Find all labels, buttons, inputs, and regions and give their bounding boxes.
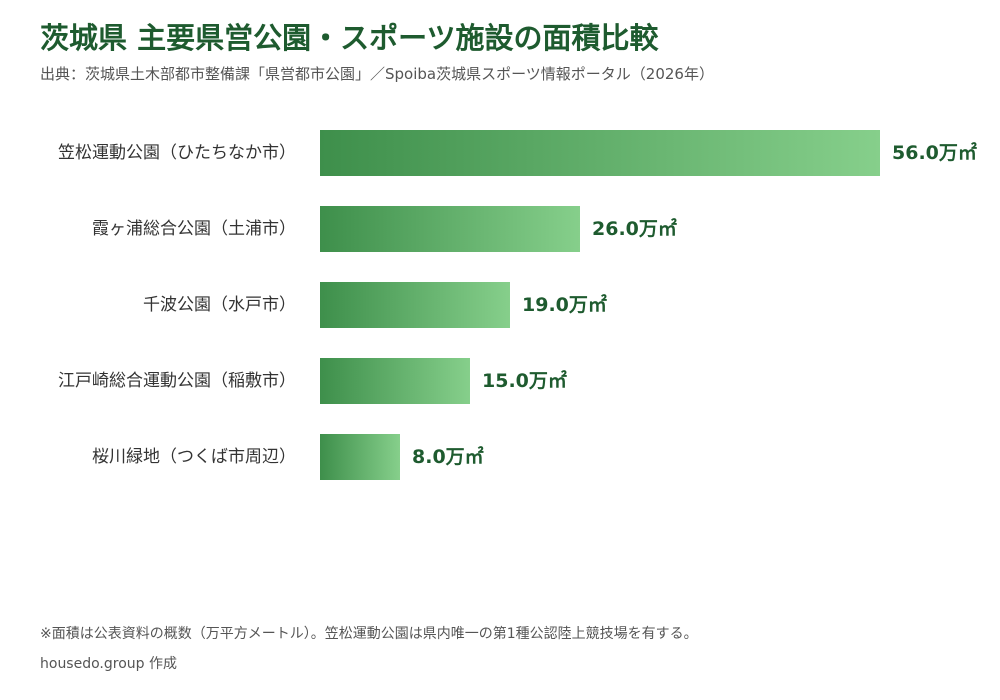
value-label: 15.0万㎡ [482,369,567,392]
bar [320,206,580,252]
category-label: 桜川緑地（つくば市周辺） [92,447,296,467]
category-label: 江戸崎総合運動公園（稲敷市） [58,371,296,391]
bar [320,282,510,328]
value-label: 8.0万㎡ [412,445,484,468]
chart-title: 茨城県 主要県営公園・スポーツ施設の面積比較 [40,21,659,55]
credit-text: housedo.group 作成 [40,656,177,672]
category-label: 霞ヶ浦総合公園（土浦市） [92,219,296,239]
value-label: 19.0万㎡ [522,293,607,316]
category-label: 千波公園（水戸市） [143,295,296,315]
chart-source: 出典：茨城県土木部都市整備課「県営都市公園」／Spoiba茨城県スポーツ情報ポー… [40,65,714,83]
value-label: 26.0万㎡ [592,217,677,240]
value-label: 56.0万㎡ [892,141,977,164]
bar [320,130,880,176]
category-label: 笠松運動公園（ひたちなか市） [58,143,296,163]
bar [320,434,400,480]
footnote: ※面積は公表資料の概数（万平方メートル）。笠松運動公園は県内唯一の第1種公認陸上… [40,626,698,642]
bar [320,358,470,404]
